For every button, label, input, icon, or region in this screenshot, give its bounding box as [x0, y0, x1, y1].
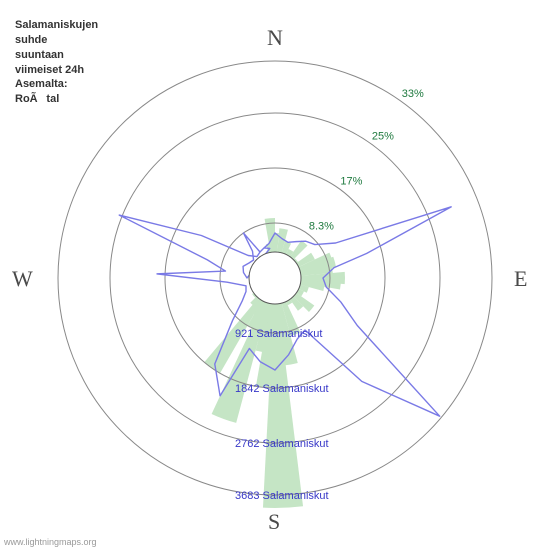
title-line: viimeiset 24h: [15, 63, 98, 78]
title-line: Asemalta:: [15, 77, 98, 92]
ring-strike-label: 921 Salamaniskut: [235, 328, 322, 340]
ring-pct-label: 17%: [340, 176, 362, 188]
ring-pct-label: 8.3%: [309, 221, 334, 233]
footer-attribution: www.lightningmaps.org: [4, 537, 97, 547]
ring-pct-label: 25%: [372, 131, 394, 143]
ring-strike-label: 2762 Salamaniskut: [235, 438, 329, 450]
title-line: suuntaan: [15, 48, 98, 63]
hole-group: [249, 252, 301, 304]
ring-pct-label: 33%: [402, 88, 424, 100]
cardinal-n: N: [267, 25, 283, 50]
cardinal-s: S: [268, 509, 280, 534]
center-hole: [249, 252, 301, 304]
title-line: Salamaniskujen: [15, 18, 98, 33]
title-line: RoÃtal: [15, 92, 98, 107]
cardinal-w: W: [12, 266, 33, 291]
chart-title: Salamaniskujen suhde suuntaan viimeiset …: [15, 18, 98, 107]
ring-strike-label: 1842 Salamaniskut: [235, 383, 329, 395]
title-line: suhde: [15, 33, 98, 48]
ring-strike-label: 3683 Salamaniskut: [235, 490, 329, 502]
cardinal-e: E: [514, 266, 527, 291]
